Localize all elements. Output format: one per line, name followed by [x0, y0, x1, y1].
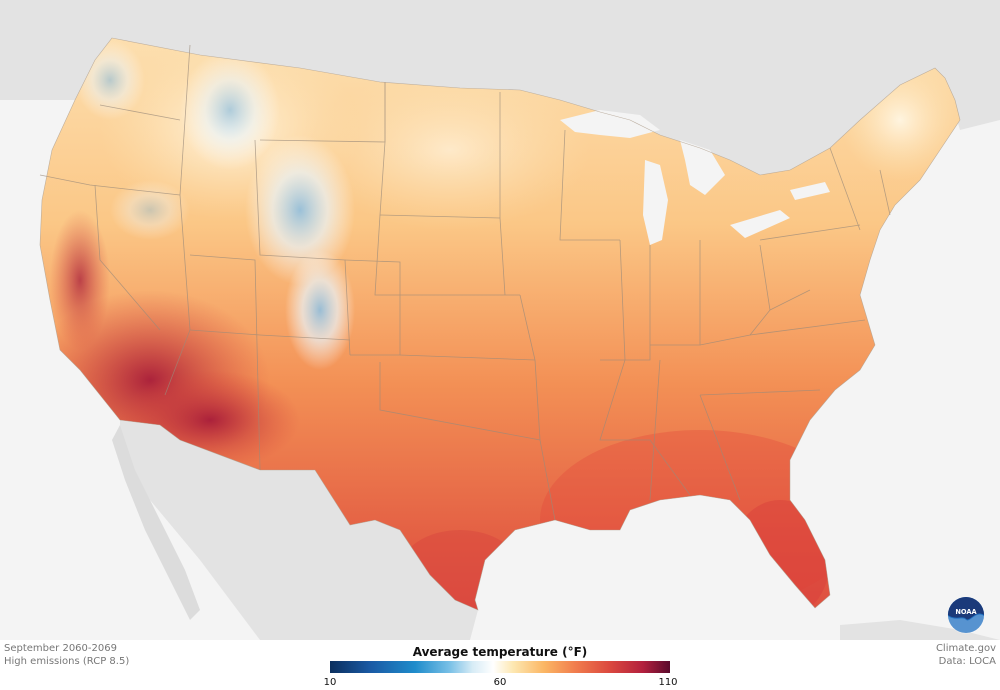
map-caption: September 2060-2069 High emissions (RCP …	[4, 642, 129, 668]
lake-superior	[560, 110, 660, 138]
lake-erie	[730, 210, 790, 238]
legend-tick-max: 110	[658, 677, 678, 688]
source-label: Climate.gov	[935, 643, 996, 654]
noaa-logo-text: NOAA	[955, 608, 977, 616]
credits: Climate.gov Data: LOCA	[936, 642, 996, 668]
baja-peninsula	[112, 425, 200, 620]
data-label: Data: LOCA	[938, 656, 996, 667]
noaa-logo-icon: NOAA	[947, 596, 985, 634]
lake-michigan	[643, 160, 668, 245]
legend-title: Average temperature (°F)	[412, 645, 588, 659]
legend-tick-mid: 60	[493, 677, 507, 688]
legend-color-bar	[330, 661, 670, 673]
legend-tick-min: 10	[323, 677, 337, 688]
period-label: September 2060-2069	[4, 643, 117, 654]
lake-ontario	[790, 182, 830, 200]
temperature-map	[0, 0, 1000, 640]
mexico-land	[120, 420, 478, 640]
canada-land	[0, 0, 1000, 175]
scenario-label: High emissions (RCP 8.5)	[4, 656, 130, 667]
state-borders	[39, 44, 891, 521]
cuba-land	[840, 620, 1000, 640]
lake-huron	[680, 140, 725, 195]
